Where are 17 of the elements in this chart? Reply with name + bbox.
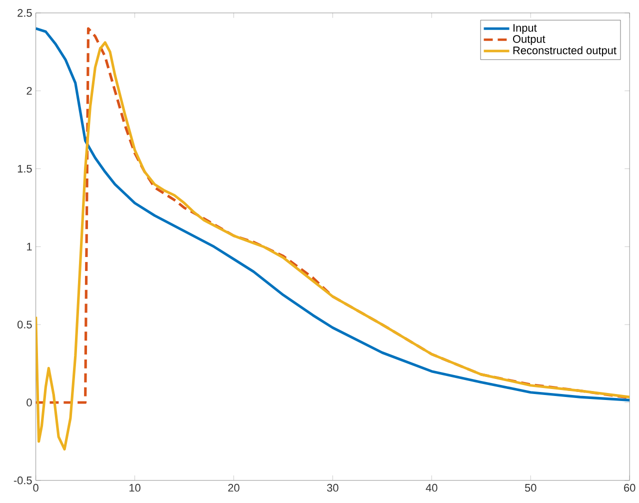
x-tick-label: 60 [624,484,636,492]
y-tick-label: 1.5 [18,164,32,172]
x-tick-label: 40 [426,484,438,492]
y-tick-label: 2 [26,86,32,95]
x-tick-label: 20 [228,484,240,492]
y-tick-label: 0 [26,398,32,406]
x-tick-label: 10 [130,484,140,492]
y-tick-label: 1 [27,242,32,250]
y-tick-label: 2.5 [18,8,32,17]
legend-label: Output [513,34,546,45]
y-tick-label: 0.5 [18,320,32,328]
legend-label: Input [514,24,537,34]
x-tick-label: 30 [327,484,338,492]
x-tick-label: 50 [524,484,536,492]
x-tick-label: 0 [33,484,38,492]
y-tick-label: -0.5 [14,476,32,484]
legend-label: Reconstructed output [513,46,616,56]
